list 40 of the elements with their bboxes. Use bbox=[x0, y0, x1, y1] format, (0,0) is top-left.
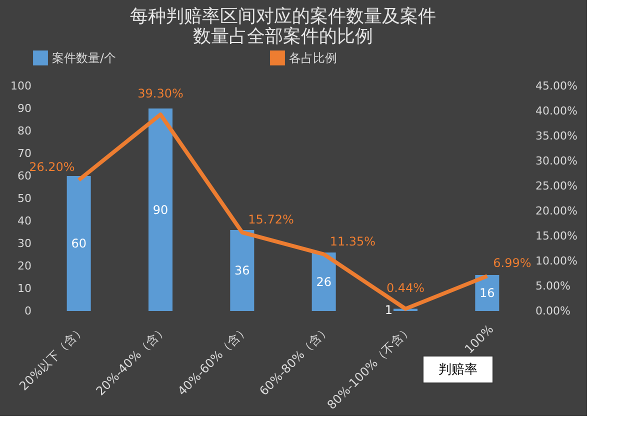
y-tick-label: 70 bbox=[18, 147, 32, 160]
x-axis-title: 判赔率 bbox=[438, 362, 478, 378]
legend-label: 各占比例 bbox=[289, 50, 337, 65]
y2-tick-label: 5.00% bbox=[536, 280, 570, 292]
data-label: 26 bbox=[316, 274, 332, 289]
y2-tick-label: 45.00% bbox=[536, 80, 578, 92]
data-label: 6.99% bbox=[493, 256, 532, 270]
data-label: 26.20% bbox=[29, 160, 75, 174]
y2-tick-label: 20.00% bbox=[536, 204, 578, 218]
y2-tick-label: 40.00% bbox=[536, 104, 578, 118]
y-tick-label: 80 bbox=[18, 124, 32, 138]
bar bbox=[230, 230, 254, 311]
data-label: 60 bbox=[71, 236, 86, 250]
y2-tick-label: 10.00% bbox=[536, 254, 578, 268]
data-label: 90 bbox=[152, 202, 168, 217]
data-label: 1 bbox=[384, 302, 392, 317]
data-label: 36 bbox=[234, 264, 250, 278]
bar bbox=[66, 176, 91, 311]
bar bbox=[148, 108, 172, 311]
data-label: 16 bbox=[480, 286, 495, 300]
y2-tick-label: 0.00% bbox=[536, 304, 570, 318]
data-label: 39.30% bbox=[138, 86, 184, 100]
data-label: 15.72% bbox=[248, 212, 294, 226]
y-tick-label: 40 bbox=[18, 214, 32, 228]
y2-tick-label: 15.00% bbox=[536, 230, 578, 242]
y2-tick-label: 30.00% bbox=[536, 154, 578, 168]
y-tick-label: 30 bbox=[18, 237, 32, 250]
data-label: 11.35% bbox=[330, 234, 376, 248]
y-tick-label: 50 bbox=[18, 192, 32, 205]
y-tick-label: 10 bbox=[18, 282, 32, 295]
y-tick-label: 60 bbox=[18, 170, 32, 182]
data-label: 0.44% bbox=[386, 280, 425, 295]
legend-label: 案件数量/个 bbox=[52, 50, 116, 65]
y-tick-label: 0 bbox=[24, 304, 32, 318]
y-tick-label: 90 bbox=[18, 102, 32, 115]
y-tick-label: 100 bbox=[10, 80, 32, 92]
chart-title: 每种判赔率区间对应的案件数量及案件数量占全部案件的比例 bbox=[130, 6, 436, 47]
y-tick-label: 20 bbox=[18, 260, 32, 272]
y2-tick-label: 25.00% bbox=[536, 180, 578, 192]
y2-tick-label: 35.00% bbox=[536, 130, 578, 142]
